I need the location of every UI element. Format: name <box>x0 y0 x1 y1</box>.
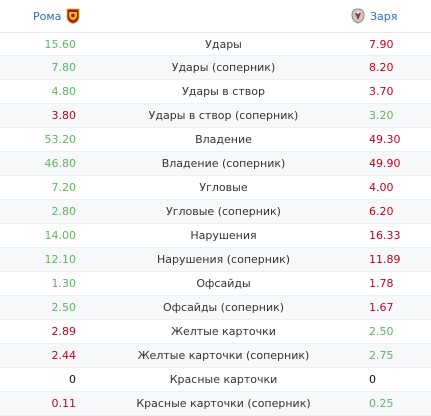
stat-label: Угловые <box>199 181 248 194</box>
stat-label: Владение <box>195 133 252 146</box>
stat-label: Нарушения <box>190 229 257 242</box>
stat-row: 14.00 Нарушения 16.33 <box>0 224 431 248</box>
home-stat-value: 2.89 <box>51 325 77 338</box>
home-stat-value: 46.80 <box>44 157 77 170</box>
stat-label: Желтые карточки (соперник) <box>137 349 310 362</box>
stat-row: 46.80 Владение (соперник) 49.90 <box>0 152 431 176</box>
stat-row: 53.20 Владение 49.30 <box>0 128 431 152</box>
stat-label: Удары <box>205 38 242 51</box>
home-stat-value: 2.80 <box>51 205 77 218</box>
home-stat-value: 7.20 <box>51 181 77 194</box>
stat-row: 7.80 Удары (соперник) 8.20 <box>0 56 431 80</box>
away-stat-value: 6.20 <box>369 205 394 218</box>
home-stat-value: 2.44 <box>51 349 77 362</box>
home-stat-value: 53.20 <box>44 133 77 146</box>
away-stat-value: 0.25 <box>369 397 394 410</box>
home-stat-value: 7.80 <box>51 61 77 74</box>
home-stat-value: 0.11 <box>51 397 77 410</box>
stat-row: 2.50 Офсайды (соперник) 1.67 <box>0 296 431 320</box>
home-stat-value: 0 <box>69 373 76 386</box>
home-team-name[interactable]: Рома <box>33 9 62 23</box>
stat-row: 2.80 Угловые (соперник) 6.20 <box>0 200 431 224</box>
stat-row: 1.30 Офсайды 1.78 <box>0 272 431 296</box>
home-stat-value: 1.30 <box>51 277 77 290</box>
away-stat-value: 1.78 <box>369 277 394 290</box>
stat-row: 7.20 Угловые 4.00 <box>0 176 431 200</box>
away-stat-value: 49.30 <box>369 133 401 146</box>
stat-row: 2.44 Желтые карточки (соперник) 2.75 <box>0 344 431 368</box>
home-stat-value: 3.80 <box>51 109 77 122</box>
stat-row: 0 Красные карточки 0 <box>0 368 431 392</box>
away-stat-value: 8.20 <box>369 61 394 74</box>
stat-label: Нарушения (соперник) <box>156 253 291 266</box>
stat-row: 15.60 Удары 7.90 <box>0 32 431 56</box>
home-team[interactable]: Рома <box>33 0 80 32</box>
stat-row: 3.80 Удары в створ (соперник) 3.20 <box>0 104 431 128</box>
away-stat-value: 2.50 <box>369 325 394 338</box>
stat-row: 2.89 Желтые карточки 2.50 <box>0 320 431 344</box>
away-stat-value: 3.20 <box>369 109 394 122</box>
stat-label: Желтые карточки <box>171 325 276 338</box>
stat-row: 4.80 Удары в створ 3.70 <box>0 80 431 104</box>
away-stat-value: 3.70 <box>369 85 394 98</box>
roma-crest-icon <box>66 8 80 25</box>
away-stat-value: 7.90 <box>369 38 394 51</box>
away-team[interactable]: Заря <box>351 0 431 32</box>
away-stat-value: 1.67 <box>369 301 394 314</box>
away-stat-value: 2.75 <box>369 349 394 362</box>
away-stat-value: 11.89 <box>369 253 401 266</box>
stat-row: 0.11 Красные карточки (соперник) 0.25 <box>0 392 431 416</box>
away-stat-value: 49.90 <box>369 157 401 170</box>
stat-row: 12.10 Нарушения (соперник) 11.89 <box>0 248 431 272</box>
home-stat-value: 14.00 <box>44 229 77 242</box>
stat-label: Удары в створ <box>182 85 265 98</box>
stat-label: Красные карточки <box>169 373 278 386</box>
away-team-name[interactable]: Заря <box>370 9 398 23</box>
stat-label: Офсайды <box>196 277 251 290</box>
home-stat-value: 12.10 <box>44 253 77 266</box>
teams-header: Рома Заря <box>0 0 431 32</box>
away-stat-value: 16.33 <box>369 229 401 242</box>
away-stat-value: 4.00 <box>369 181 394 194</box>
home-stat-value: 2.50 <box>51 301 77 314</box>
stat-label: Владение (соперник) <box>161 157 286 170</box>
stat-label: Угловые (соперник) <box>166 205 281 218</box>
home-stat-value: 4.80 <box>51 85 77 98</box>
stats-table: 15.60 Удары 7.90 7.80 Удары (соперник) 8.20 4.… <box>0 32 431 416</box>
away-stat-value: 0 <box>369 373 376 386</box>
stat-label: Офсайды (соперник) <box>162 301 285 314</box>
zorya-crest-icon <box>351 8 365 24</box>
stat-label: Удары в створ (соперник) <box>148 109 299 122</box>
stat-label: Красные карточки (соперник) <box>136 397 311 410</box>
stat-label: Удары (соперник) <box>171 61 276 74</box>
home-stat-value: 15.60 <box>44 38 77 51</box>
